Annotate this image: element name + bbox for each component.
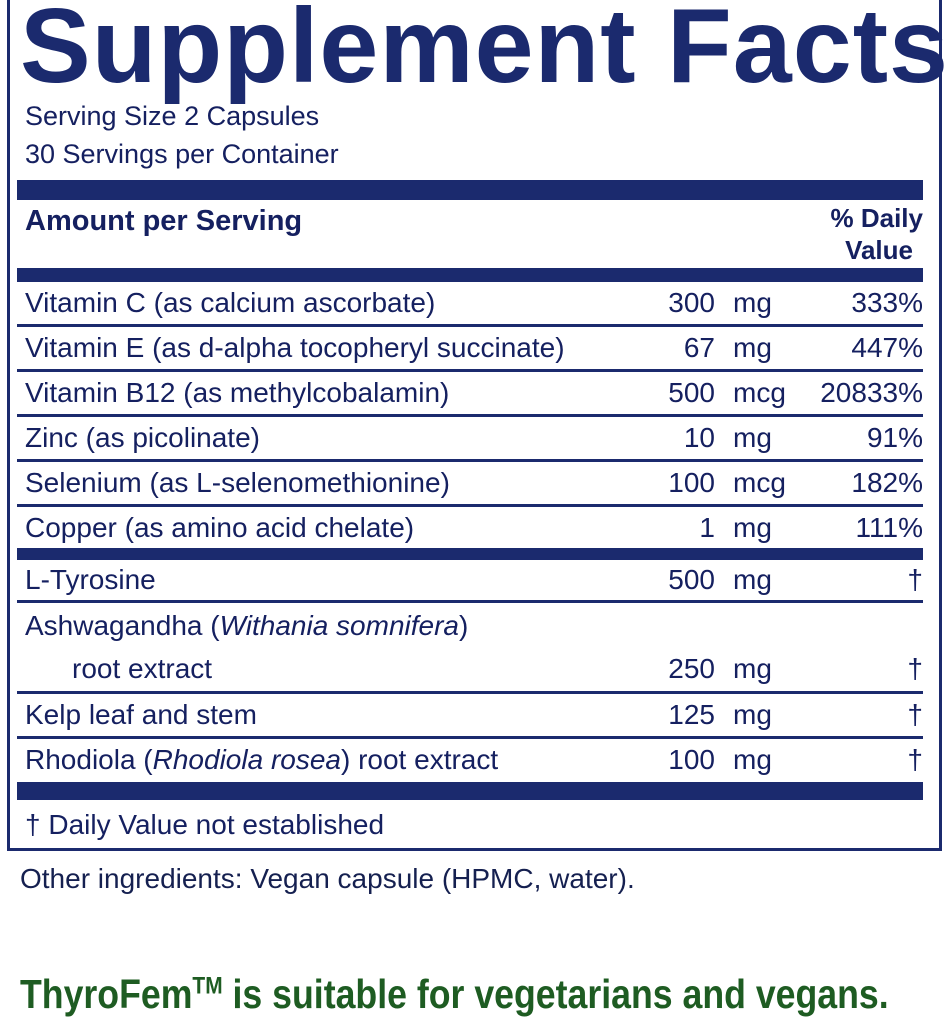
ingredient-row-continued: root extract 250 mg † (0, 652, 949, 688)
ingredient-dv: † (907, 699, 923, 730)
nutrient-row: Vitamin B12 (as methylcobalamin) 500 mcg 20… (0, 376, 949, 412)
nutrient-row: Vitamin E (as d-alpha tocopheryl succina… (0, 331, 949, 367)
ingredient-amount: 100 (668, 744, 715, 775)
ingredient-amount: 250 (668, 653, 715, 684)
row-divider (17, 459, 923, 462)
footnote: † Daily Value not established (25, 809, 385, 840)
row-divider (17, 369, 923, 372)
nutrient-name: Zinc (as picolinate) (25, 422, 260, 453)
nutrient-row: Zinc (as picolinate) 10 mg 91% (0, 421, 949, 457)
divider-bar (17, 268, 923, 282)
nutrient-amount: 500 (668, 377, 715, 408)
nutrient-name: Copper (as amino acid chelate) (25, 512, 415, 543)
ingredient-unit: mg (733, 564, 772, 595)
amount-per-serving-header: Amount per Serving (25, 205, 303, 237)
divider-bar (17, 180, 923, 200)
row-divider (17, 736, 923, 739)
ingredient-name-part: ) root extract (340, 744, 499, 775)
nutrient-dv: 182% (851, 467, 923, 498)
ingredient-dv: † (907, 653, 923, 684)
nutrient-dv: 447% (851, 332, 923, 363)
nutrient-name: Vitamin B12 (as methylcobalamin) (25, 377, 450, 408)
vegan-statement: ThyroFemTM is suitable for vegetarians a… (20, 970, 889, 1018)
row-divider (17, 691, 923, 694)
trademark-symbol: TM (192, 972, 223, 1000)
nutrient-unit: mg (733, 512, 772, 543)
row-divider (17, 504, 923, 507)
ingredient-row: Kelp leaf and stem 125 mg † (0, 698, 949, 734)
ingredient-row: L-Tyrosine 500 mg † (0, 563, 949, 599)
supplement-facts-panel (7, 0, 942, 851)
ingredient-name: Kelp leaf and stem (25, 699, 257, 730)
row-divider (17, 600, 923, 603)
panel-title: Supplement Facts (20, 0, 949, 105)
nutrient-unit: mg (733, 332, 772, 363)
daily-value-header-1: % Daily (830, 203, 924, 233)
ingredient-dv: † (907, 744, 923, 775)
ingredient-dv: † (907, 564, 923, 595)
nutrient-dv: 111% (855, 512, 923, 543)
nutrient-name: Vitamin E (as d-alpha tocopheryl succina… (25, 332, 565, 363)
nutrient-unit: mg (733, 287, 772, 318)
nutrient-amount: 67 (683, 332, 715, 363)
ingredient-name: Rhodiola (Rhodiola rosea) root extract (25, 743, 498, 777)
ingredient-name-part: Rhodiola ( (25, 744, 153, 775)
nutrient-amount: 100 (668, 467, 715, 498)
ingredient-latin-name: Rhodiola rosea (152, 744, 341, 775)
ingredient-unit: mg (733, 653, 772, 684)
nutrient-dv: 20833% (820, 377, 923, 408)
ingredient-name: Ashwagandha (Withania somnifera) (25, 609, 468, 643)
nutrient-row: Selenium (as L-selenomethionine) 100 mcg 18… (0, 466, 949, 502)
nutrient-unit: mcg (733, 377, 786, 408)
nutrient-amount: 1 (699, 512, 715, 543)
nutrient-amount: 300 (668, 287, 715, 318)
other-ingredients: Other ingredients: Vegan capsule (HPMC, … (20, 863, 635, 894)
nutrient-unit: mcg (733, 467, 786, 498)
nutrient-name: Selenium (as L-selenomethionine) (25, 467, 450, 498)
ingredient-row: Rhodiola (Rhodiola rosea) root extract 10… (0, 743, 949, 779)
ingredient-unit: mg (733, 744, 772, 775)
nutrient-row: Vitamin C (as calcium ascorbate) 300 mg 333… (0, 286, 949, 322)
ingredient-amount: 125 (668, 699, 715, 730)
nutrient-dv: 333% (851, 287, 923, 318)
vegan-statement-text: is suitable for vegetarians and vegans. (222, 971, 889, 1017)
ingredient-amount: 500 (668, 564, 715, 595)
ingredient-row: Ashwagandha (Withania somnifera) (0, 609, 949, 645)
nutrient-row: Copper (as amino acid chelate) 1 mg 111% (0, 511, 949, 547)
ingredient-name-part: Ashwagandha ( (25, 610, 220, 641)
nutrient-unit: mg (733, 422, 772, 453)
divider-bar (17, 548, 923, 560)
ingredient-name-part: ) (459, 610, 469, 641)
ingredient-unit: mg (733, 699, 772, 730)
row-divider (17, 324, 923, 327)
divider-bar (17, 782, 923, 800)
nutrient-dv: 91% (866, 422, 923, 453)
row-divider (17, 414, 923, 417)
ingredient-latin-name: Withania somnifera (219, 610, 459, 641)
servings-per-container: 30 Servings per Container (25, 139, 339, 169)
daily-value-header-2: Value (845, 235, 913, 265)
ingredient-name-line2: root extract (72, 653, 213, 684)
ingredient-name: L-Tyrosine (25, 564, 156, 595)
brand-name: ThyroFem (20, 971, 193, 1017)
nutrient-name: Vitamin C (as calcium ascorbate) (25, 287, 436, 318)
nutrient-amount: 10 (683, 422, 715, 453)
serving-size: Serving Size 2 Capsules (25, 101, 320, 131)
